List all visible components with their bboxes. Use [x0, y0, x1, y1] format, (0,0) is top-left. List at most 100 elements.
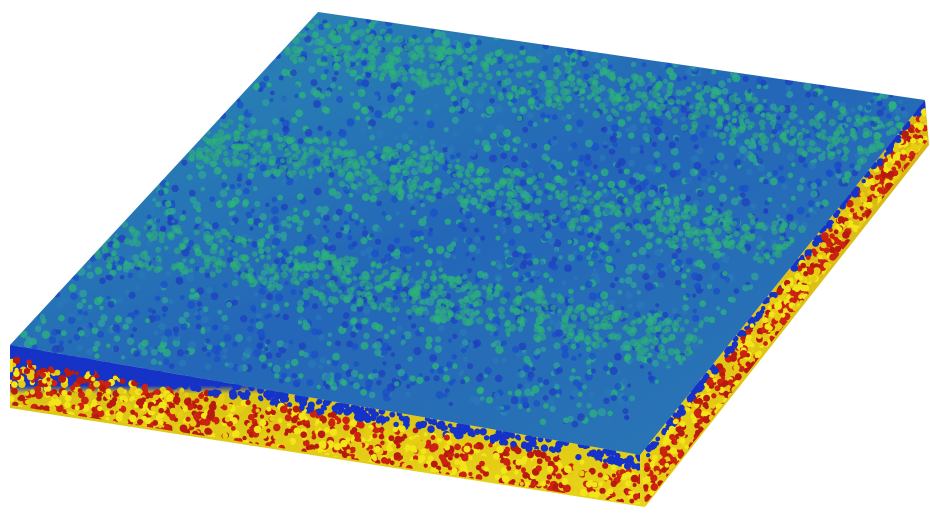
atom: [900, 106, 906, 112]
atom: [194, 398, 200, 404]
atom: [784, 206, 790, 212]
atom: [519, 179, 527, 187]
atom: [127, 272, 134, 279]
atom: [292, 174, 300, 182]
atom: [594, 460, 602, 468]
atom: [408, 277, 415, 284]
atom: [600, 291, 609, 300]
band-atom: [630, 320, 636, 326]
band-atom: [367, 61, 376, 70]
atom: [526, 252, 533, 259]
atom: [202, 306, 209, 313]
atom: [341, 321, 349, 329]
band-atom: [439, 309, 447, 318]
atom: [461, 226, 467, 232]
atom: [244, 346, 253, 355]
atom: [284, 280, 289, 286]
atom: [537, 377, 543, 383]
band-atom: [727, 122, 732, 127]
atom: [747, 106, 754, 113]
band-atom: [455, 279, 462, 285]
band-atom: [556, 293, 563, 300]
band-atom: [215, 148, 223, 155]
atom: [470, 480, 476, 487]
atom: [10, 396, 15, 402]
band-atom: [614, 204, 621, 211]
atom: [435, 391, 444, 400]
atom: [438, 31, 447, 39]
atom: [178, 359, 187, 367]
band-atom: [739, 242, 744, 247]
atom: [327, 307, 334, 313]
atom: [553, 56, 561, 64]
atom: [359, 218, 364, 223]
atom: [463, 482, 468, 488]
band-atom: [537, 217, 544, 224]
band-atom: [801, 127, 806, 132]
atom: [625, 292, 633, 300]
atom: [607, 418, 612, 424]
atom: [280, 203, 288, 211]
atom: [894, 115, 901, 122]
band-atom: [656, 92, 661, 97]
atom: [511, 107, 518, 114]
band-atom: [596, 303, 601, 309]
atom: [116, 265, 123, 271]
band-atom: [821, 150, 826, 155]
band-atom: [733, 92, 738, 97]
band-atom: [401, 277, 410, 286]
band-atom: [508, 324, 517, 332]
band-atom: [513, 55, 519, 60]
atom: [492, 357, 499, 364]
band-atom: [355, 61, 360, 66]
atom: [172, 339, 181, 347]
atom: [531, 366, 536, 372]
atom: [501, 340, 507, 346]
atom: [876, 100, 883, 107]
atom: [126, 337, 135, 345]
atom: [293, 207, 298, 213]
atom: [290, 143, 299, 152]
band-atom: [280, 271, 288, 279]
band-atom: [201, 155, 209, 163]
atom: [247, 108, 254, 114]
atom: [278, 378, 284, 384]
band-atom: [656, 211, 662, 217]
band-atom: [343, 255, 350, 262]
atom: [553, 342, 561, 350]
atom: [77, 267, 86, 276]
band-atom: [271, 244, 276, 249]
atom: [55, 329, 62, 335]
atom: [610, 52, 615, 58]
atom: [291, 358, 299, 367]
band-atom: [366, 168, 373, 175]
band-atom: [413, 175, 420, 183]
atom: [378, 369, 386, 378]
band-atom: [377, 65, 384, 72]
atom: [598, 259, 603, 264]
atom: [381, 258, 387, 264]
atom: [521, 491, 529, 499]
band-atom: [257, 242, 264, 249]
atom: [210, 125, 217, 132]
band-atom: [481, 63, 490, 71]
band-atom: [328, 178, 334, 183]
band-atom: [407, 184, 413, 189]
band-atom: [401, 75, 408, 82]
band-atom: [880, 123, 886, 129]
band-atom: [256, 141, 262, 147]
atom: [221, 354, 228, 360]
atom: [244, 444, 253, 453]
band-atom: [488, 283, 494, 289]
atom: [555, 175, 561, 181]
atom: [215, 344, 222, 352]
band-atom: [718, 131, 727, 140]
atom: [310, 350, 319, 359]
atom: [83, 330, 91, 338]
band-atom: [243, 154, 249, 160]
atom: [744, 118, 750, 124]
atom: [217, 309, 223, 315]
atom: [88, 323, 94, 328]
band-atom: [389, 176, 397, 184]
atom: [694, 282, 702, 290]
